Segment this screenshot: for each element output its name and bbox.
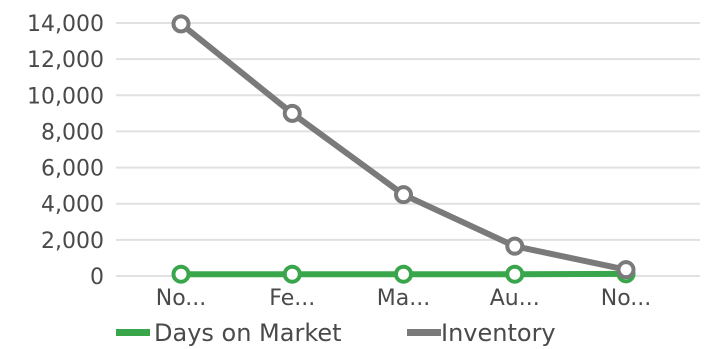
data-point[interactable] (282, 103, 302, 123)
legend-item[interactable]: Days on Market (116, 319, 342, 347)
x-tick-label: No... (601, 286, 652, 311)
legend-label: Days on Market (154, 319, 342, 347)
y-tick-label: 6,000 (41, 157, 104, 182)
data-point[interactable] (505, 236, 525, 256)
legend-swatch (407, 329, 441, 336)
y-tick-label: 12,000 (27, 48, 104, 73)
x-tick-label: Au... (490, 286, 540, 311)
data-point[interactable] (616, 260, 636, 280)
y-tick-label: 0 (90, 265, 104, 290)
series-days-on-market (171, 264, 636, 284)
data-point[interactable] (282, 264, 302, 284)
y-tick-label: 8,000 (41, 120, 104, 145)
data-point[interactable] (171, 264, 191, 284)
data-point[interactable] (394, 264, 413, 284)
y-axis-ticks: 0 2,000 4,000 6,000 8,000 10,000 12,000 14,000 (27, 12, 104, 290)
data-point[interactable] (505, 264, 525, 284)
legend-label: Inventory (441, 319, 556, 347)
y-tick-label: 4,000 (41, 193, 104, 218)
x-tick-label: Fe... (269, 286, 315, 311)
series-inventory (171, 14, 636, 280)
series-line (178, 20, 629, 273)
data-point[interactable] (394, 185, 413, 205)
legend-item[interactable]: Inventory (407, 319, 556, 347)
legend[interactable]: Days on Market Inventory (116, 319, 556, 347)
y-tick-label: 2,000 (41, 229, 104, 254)
x-tick-label: Ma... (377, 286, 430, 311)
y-tick-label: 10,000 (27, 84, 104, 109)
data-point[interactable] (171, 14, 191, 34)
series (171, 14, 636, 284)
y-tick-label: 14,000 (27, 12, 104, 37)
grid (116, 22, 700, 277)
x-axis-ticks: No... Fe... Ma... Au... No... (156, 286, 652, 311)
legend-swatch (116, 329, 150, 336)
x-tick-label: No... (156, 286, 207, 311)
